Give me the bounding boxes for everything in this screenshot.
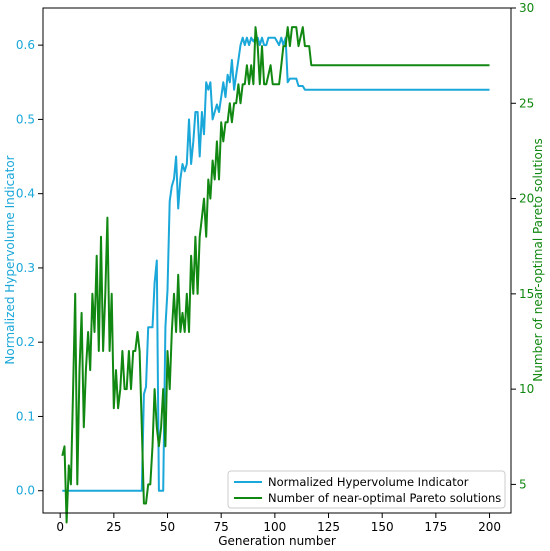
- plot-frame: [42, 7, 512, 514]
- y-right-tick-label: 20: [519, 192, 534, 206]
- legend-box: [227, 470, 506, 509]
- y-right-tick-label: 15: [519, 287, 534, 301]
- x-tick-label: 100: [263, 520, 286, 534]
- legend-label-hypervolume: Normalized Hypervolume Indicator: [268, 475, 469, 489]
- y-right-tick-label: 10: [519, 382, 534, 396]
- plot-area: [43, 8, 511, 513]
- x-axis: 0 25 50 75 100 125 150 175 200: [56, 513, 501, 534]
- y-left-tick-label: 0.5: [16, 112, 35, 126]
- y-axis-left: 0.0 0.1 0.2 0.3 0.4 0.5 0.6: [16, 38, 43, 498]
- x-tick-label: 75: [214, 520, 229, 534]
- y-right-tick-label: 30: [519, 1, 534, 15]
- y-right-tick-label: 5: [519, 477, 527, 491]
- x-tick-label: 50: [160, 520, 175, 534]
- y-left-tick-label: 0.6: [16, 38, 35, 52]
- x-tick-label: 200: [478, 520, 501, 534]
- x-tick-label: 125: [317, 520, 340, 534]
- series-line-0: [62, 36, 490, 492]
- y-left-tick-label: 0.4: [16, 187, 35, 201]
- series-line-1: [61, 26, 490, 524]
- y-axis-right-title: Number of near-optimal Pareto solutions: [531, 138, 545, 381]
- y-left-tick-label: 0.1: [16, 409, 35, 423]
- y-left-tick-label: 0.2: [16, 335, 35, 349]
- legend: Normalized Hypervolume Indicator Number …: [227, 470, 506, 509]
- x-tick-label: 175: [424, 520, 447, 534]
- x-tick-label: 25: [106, 520, 121, 534]
- x-tick-label: 150: [371, 520, 394, 534]
- legend-label-pareto: Number of near-optimal Pareto solutions: [268, 491, 501, 505]
- y-left-tick-label: 0.3: [16, 261, 35, 275]
- series-layer: [61, 26, 490, 524]
- x-tick-label: 0: [56, 520, 64, 534]
- y-axis-right: 5 10 15 20 25 30: [511, 1, 534, 491]
- y-right-tick-label: 25: [519, 96, 534, 110]
- y-left-tick-label: 0.0: [16, 484, 35, 498]
- x-axis-title: Generation number: [218, 534, 336, 548]
- y-axis-left-title: Normalized Hypervolume Indicator: [3, 155, 17, 364]
